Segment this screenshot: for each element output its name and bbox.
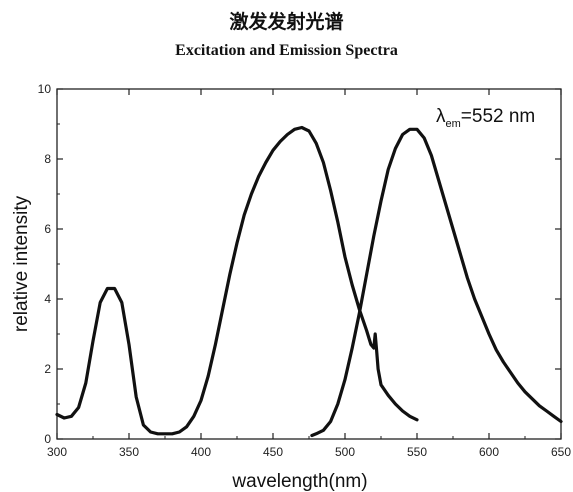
plot-frame bbox=[56, 88, 562, 440]
x-tick-label: 300 bbox=[47, 445, 67, 459]
axis-tick-labels: 300 350 400 450 500 550 600 650 0 2 4 6 8 10 bbox=[38, 82, 572, 459]
annotation-subscript: em bbox=[446, 118, 461, 130]
series-lines bbox=[55, 125, 563, 438]
x-tick-label: 500 bbox=[335, 445, 355, 459]
emission-curve bbox=[310, 127, 563, 438]
chart-subtitle-en: Excitation and Emission Spectra bbox=[175, 42, 398, 59]
y-tick-label: 4 bbox=[44, 292, 51, 306]
y-tick-label: 6 bbox=[44, 222, 51, 236]
y-tick-label: 2 bbox=[44, 362, 51, 376]
x-tick-label: 650 bbox=[551, 445, 571, 459]
x-tick-label: 350 bbox=[119, 445, 139, 459]
y-tick-label: 8 bbox=[44, 152, 51, 166]
excitation-curve bbox=[55, 125, 419, 436]
annotation-symbol: λ bbox=[436, 106, 446, 127]
svg-text:λem=552 nm: λem=552 nm bbox=[436, 106, 535, 130]
lambda-em-annotation: λem=552 nm bbox=[436, 106, 535, 130]
x-tick-label: 450 bbox=[263, 445, 283, 459]
x-axis-label: wavelength(nm) bbox=[231, 471, 367, 492]
x-tick-label: 550 bbox=[407, 445, 427, 459]
y-tick-label: 0 bbox=[44, 432, 51, 446]
x-tick-label: 400 bbox=[191, 445, 211, 459]
y-axis-label: relative intensity bbox=[11, 195, 32, 332]
y-tick-label: 10 bbox=[38, 82, 52, 96]
x-tick-label: 600 bbox=[479, 445, 499, 459]
chart-title-cn: 激发发射光谱 bbox=[229, 11, 344, 33]
annotation-text: =552 nm bbox=[461, 106, 535, 127]
axis-ticks bbox=[56, 88, 562, 440]
